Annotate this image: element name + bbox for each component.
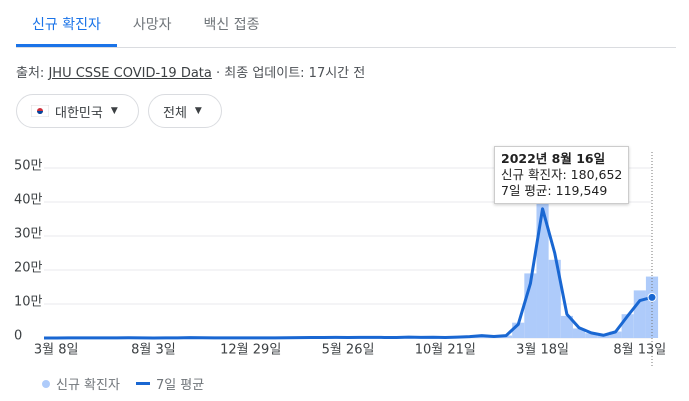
y-tick-label: 20만 [14, 261, 43, 276]
bar [548, 259, 561, 338]
source-label: 출처: [16, 66, 45, 81]
x-tick-label: 10월 21일 [415, 343, 476, 358]
tooltip-daily: 신규 확진자: 180,652 [501, 167, 623, 182]
country-dropdown[interactable]: 대한민국 ▼ [16, 94, 139, 128]
x-tick-label: 3월 18일 [516, 343, 569, 358]
tooltip-date: 2022년 8월 16일 [501, 151, 606, 166]
legend-swatch [42, 379, 50, 388]
updated: · 최종 업데이트: 17시간 전 [216, 66, 366, 81]
source: 출처: JHU CSSE COVID-19 Data · 최종 업데이트: 17… [16, 62, 365, 81]
legend-label: 7일 평균 [155, 378, 205, 393]
x-tick-label: 5월 26일 [322, 343, 375, 358]
chart: 0 10만 20만 30만 40만 50만 3월 8일 8월 3일 12월 29일 5월 26일 1… [14, 152, 666, 368]
x-tick-label: 3월 8일 [34, 343, 79, 358]
flag [31, 105, 49, 117]
bar [609, 331, 622, 338]
y-tick-label: 50만 [14, 159, 43, 174]
x-tick-label: 12월 29일 [220, 343, 281, 358]
y-tick-label: 30만 [14, 227, 43, 242]
bar [645, 276, 659, 338]
dropdown-label: 대한민국 [55, 105, 103, 121]
bar [560, 315, 573, 338]
tab[interactable]: 백신 접종 [203, 17, 260, 33]
line [43, 207, 653, 340]
range-dropdown[interactable]: 전체 ▼ [148, 94, 222, 128]
legend-label: 신규 확진자 [56, 378, 120, 393]
x-tick-label: 8월 3일 [131, 343, 176, 358]
bar [585, 333, 598, 338]
x-tick-label: 8월 13일 [613, 343, 666, 358]
bar [572, 328, 586, 338]
y-tick-label: 0 [14, 329, 22, 344]
legend-swatch [135, 382, 150, 385]
y-tick-label: 40만 [14, 193, 43, 208]
tab-bar: 신규 확진자 사망자 백신 접종 [16, 0, 676, 48]
tooltip: 2022년 8월 16일 신규 확진자: 180,652 7일 평균: 119,… [494, 146, 630, 204]
tab[interactable]: 신규 확진자 [16, 0, 117, 47]
hover-dot [647, 292, 657, 302]
bar [633, 290, 646, 338]
source-link[interactable]: JHU CSSE COVID-19 Data [48, 66, 212, 81]
legend: 신규 확진자 7일 평균 [42, 374, 204, 393]
y-tick-label: 10만 [14, 295, 43, 310]
dropdown-label: 전체 [163, 105, 187, 121]
tooltip-average: 7일 평균: 119,549 [501, 183, 608, 198]
tab[interactable]: 사망자 [132, 17, 172, 33]
